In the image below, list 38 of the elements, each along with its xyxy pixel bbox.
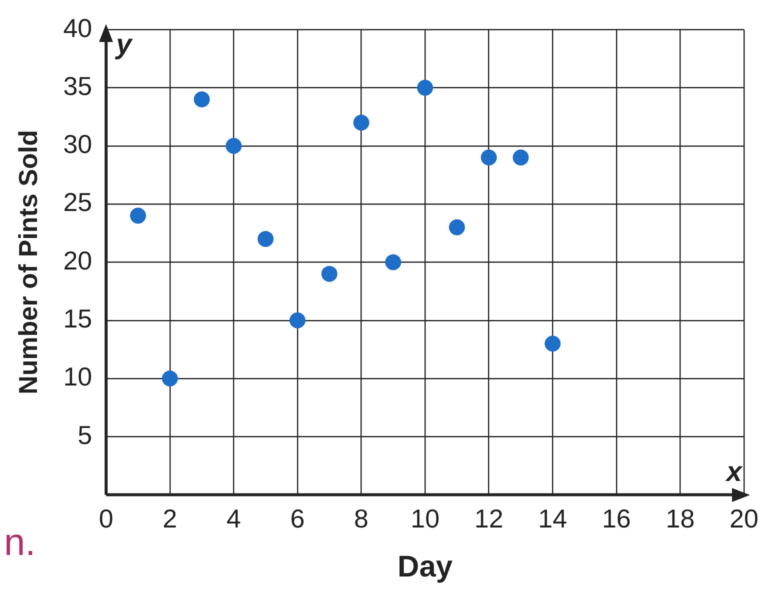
x-axis-title: Day	[398, 550, 453, 584]
y-tick-label: 10	[63, 362, 92, 392]
x-tick-label: 20	[730, 504, 758, 534]
x-tick-label: 16	[602, 504, 631, 534]
x-tick-label: 8	[354, 504, 369, 534]
x-tick-label: 10	[410, 504, 440, 534]
point	[162, 370, 178, 386]
x-tick-label: 2	[162, 504, 178, 534]
point	[289, 312, 306, 328]
y-tick-label: 15	[63, 304, 92, 334]
point	[512, 150, 529, 166]
x-tick-label: 12	[474, 504, 504, 534]
annotation: x	[724, 456, 744, 487]
point	[448, 219, 465, 236]
point	[226, 138, 242, 154]
y-tick-label: 20	[63, 245, 92, 276]
point	[385, 254, 402, 270]
point	[417, 80, 434, 96]
point	[353, 114, 370, 131]
x-tick-label: 18	[666, 504, 695, 534]
point	[130, 208, 146, 224]
x-tick-label: 14	[538, 504, 568, 534]
x-tick-label: 6	[290, 504, 305, 534]
y-axis-title: Number of Pints Sold	[12, 130, 43, 394]
point	[544, 336, 561, 352]
x-tick-label: 0	[98, 504, 114, 534]
y-tick-label: 40	[63, 12, 92, 43]
point	[321, 266, 338, 282]
x-tick-label: 4	[226, 504, 241, 534]
text: n.	[4, 522, 36, 564]
point	[194, 91, 210, 108]
y-tick-label: 25	[63, 187, 92, 218]
annotation: y	[114, 28, 134, 60]
y-tick-label: 5	[78, 420, 92, 450]
y-tick-label: 35	[63, 70, 92, 101]
point	[480, 150, 497, 166]
y-tick-label: 30	[63, 129, 92, 160]
point	[258, 230, 274, 247]
